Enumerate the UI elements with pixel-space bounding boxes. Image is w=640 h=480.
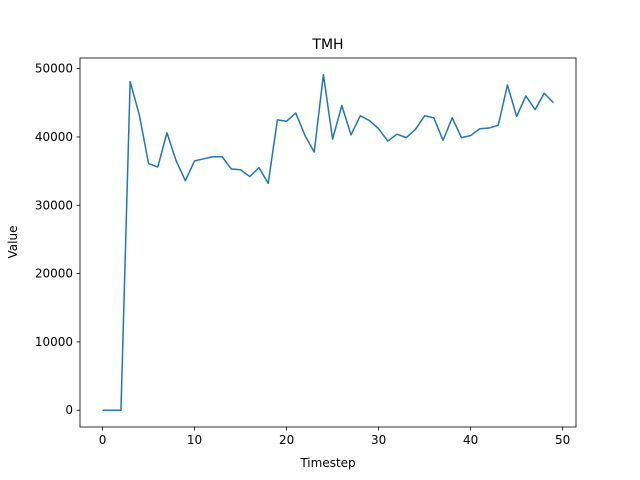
x-axis-ticks: 0 10 20 30 40 50: [99, 427, 570, 447]
y-axis-label: Value: [6, 226, 20, 259]
data-point: [534, 109, 535, 110]
plot-area: [80, 58, 576, 427]
data-point: [387, 140, 388, 141]
data-point: [378, 128, 379, 129]
data-point: [258, 167, 259, 168]
x-tick-label: 30: [371, 433, 386, 447]
data-point: [479, 128, 480, 129]
data-point: [360, 115, 361, 116]
data-point: [139, 114, 140, 115]
data-point: [304, 135, 305, 136]
data-point: [488, 127, 489, 128]
data-point: [102, 410, 103, 411]
data-point: [176, 160, 177, 161]
data-point: [222, 156, 223, 157]
y-tick-label: 40000: [35, 130, 73, 144]
data-point: [185, 180, 186, 181]
x-axis-label: Timestep: [299, 456, 355, 470]
data-point: [295, 112, 296, 113]
data-point: [498, 125, 499, 126]
data-point: [516, 116, 517, 117]
data-point: [396, 134, 397, 135]
data-point: [350, 134, 351, 135]
data-point: [406, 137, 407, 138]
data-point: [433, 117, 434, 118]
data-point: [544, 93, 545, 94]
data-point: [470, 135, 471, 136]
data-point: [231, 168, 232, 169]
data-point: [240, 169, 241, 170]
data-point: [341, 105, 342, 106]
chart-title: TMH: [311, 37, 343, 53]
data-point: [286, 121, 287, 122]
x-tick-label: 10: [187, 433, 202, 447]
data-point: [424, 115, 425, 116]
data-point: [268, 183, 269, 184]
series-layer: [102, 74, 554, 411]
y-tick-label: 20000: [35, 267, 73, 281]
plot-frame: [79, 57, 577, 428]
data-point: [525, 95, 526, 96]
x-tick-label: 20: [279, 433, 294, 447]
data-point: [111, 410, 112, 411]
data-point: [314, 151, 315, 152]
data-point: [452, 117, 453, 118]
data-point: [194, 160, 195, 161]
y-axis-ticks: 0 10000 20000 30000 40000 50000: [35, 62, 80, 417]
data-point: [157, 166, 158, 167]
data-point: [166, 132, 167, 133]
series-line: [102, 74, 554, 411]
data-point: [249, 176, 250, 177]
data-point: [203, 158, 204, 159]
data-point: [461, 137, 462, 138]
x-tick-label: 0: [99, 433, 107, 447]
x-tick-label: 50: [555, 433, 570, 447]
data-point: [130, 81, 131, 82]
data-point: [369, 120, 370, 121]
y-tick-label: 10000: [35, 335, 73, 349]
y-tick-label: 50000: [35, 62, 73, 76]
x-tick-label: 40: [463, 433, 478, 447]
data-point: [415, 129, 416, 130]
data-point: [553, 102, 554, 103]
data-point: [323, 74, 324, 75]
data-point: [148, 163, 149, 164]
data-point: [332, 138, 333, 139]
data-point: [442, 140, 443, 141]
data-point: [120, 410, 121, 411]
data-point: [277, 119, 278, 120]
data-point: [507, 84, 508, 85]
y-tick-label: 0: [65, 403, 73, 417]
y-tick-label: 30000: [35, 198, 73, 212]
data-point: [212, 156, 213, 157]
